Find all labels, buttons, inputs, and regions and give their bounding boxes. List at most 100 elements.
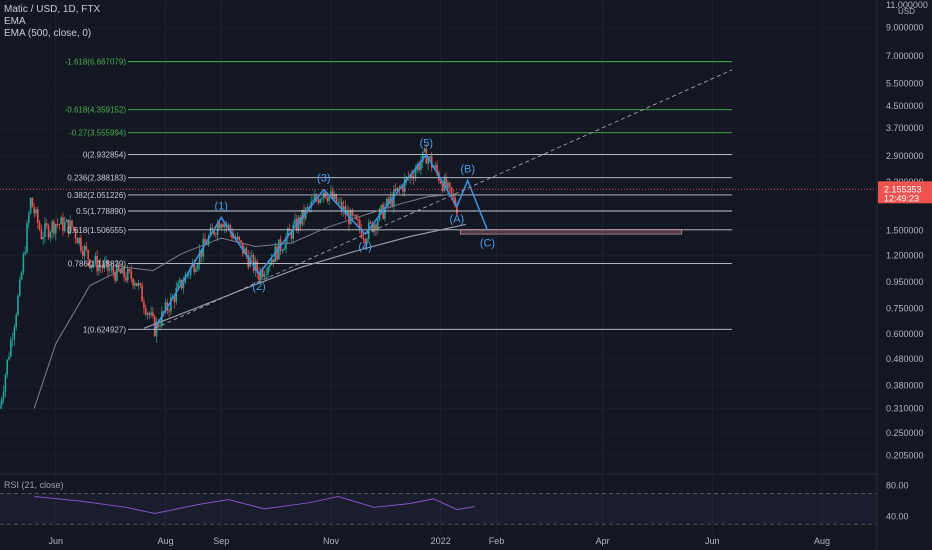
candle-body	[222, 224, 224, 228]
candle-body	[107, 260, 109, 271]
candle-body	[358, 220, 361, 229]
time-tick-label: Aug	[157, 536, 173, 546]
candle-body	[211, 227, 214, 230]
candle-body	[396, 187, 399, 192]
price-unit-label: USD	[898, 7, 915, 16]
candle-body	[439, 180, 442, 184]
time-tick-label: Jun	[49, 536, 64, 546]
candle-body	[371, 222, 374, 232]
candle-body	[40, 229, 43, 239]
time-tick-label: 2022	[431, 536, 451, 546]
candle-body	[290, 231, 293, 239]
candle-body	[342, 206, 345, 212]
candle-body	[420, 162, 422, 171]
price-tick-label: 0.750000	[886, 304, 924, 314]
candle-body	[71, 220, 73, 227]
candle-body	[171, 296, 174, 298]
price-tick-label: 0.250000	[886, 428, 924, 438]
candle-body	[18, 279, 21, 296]
candle-body	[26, 223, 28, 253]
candle-body	[72, 226, 75, 231]
candle-body	[362, 237, 365, 240]
candle-body	[260, 269, 262, 281]
candle-body	[394, 189, 397, 192]
candle-body	[427, 158, 429, 164]
candle-body	[287, 228, 289, 238]
candle-body	[414, 170, 417, 179]
fib-level-label: 0.5(1.778890)	[76, 207, 126, 216]
candle-body	[306, 207, 309, 209]
candle-body	[168, 310, 170, 312]
candle-body	[207, 236, 210, 245]
candle-body	[369, 222, 372, 224]
wave-label: (4)	[358, 241, 371, 253]
candle-body	[281, 250, 284, 252]
candle-body	[245, 248, 248, 256]
candle-body	[20, 272, 23, 280]
candle-body	[24, 252, 26, 255]
candle-body	[188, 274, 190, 276]
candle-body	[258, 272, 260, 281]
candle-body	[454, 197, 456, 207]
candle-body	[270, 259, 273, 265]
candle-body	[276, 246, 278, 260]
candle-body	[63, 222, 66, 232]
candle-body	[62, 217, 64, 232]
candle-body	[35, 209, 37, 214]
candle-body	[421, 151, 424, 163]
candle-body	[265, 273, 268, 275]
candle-body	[445, 177, 447, 189]
price-tick-label: 5.500000	[886, 78, 924, 88]
candle-body	[152, 312, 154, 317]
wave-label: (1)	[215, 200, 228, 212]
candle-body	[8, 356, 10, 360]
candle-body	[27, 213, 30, 224]
candle-body	[321, 198, 323, 200]
wave-label: (2)	[252, 281, 265, 293]
candle-body	[22, 254, 25, 273]
candle-body	[450, 187, 453, 195]
candle-body	[150, 312, 152, 315]
candle-body	[330, 191, 332, 196]
time-tick-label: Nov	[323, 536, 340, 546]
candle-body	[92, 263, 95, 265]
candle-body	[85, 245, 88, 250]
candle-body	[364, 239, 366, 244]
candle-body	[164, 302, 167, 312]
candle-body	[236, 236, 239, 240]
candle-body	[2, 391, 5, 400]
candle-body	[423, 148, 426, 152]
legend-ema-500[interactable]: EMA (500, close, 0)	[4, 28, 92, 39]
rsi-legend[interactable]: RSI (21, close)	[4, 480, 64, 490]
candle-body	[36, 209, 39, 224]
legend-symbol[interactable]: Matic / USD, 1D, FTX	[4, 4, 101, 15]
fib-level-label: 0.786(1.118829)	[68, 259, 126, 268]
candle-body	[119, 270, 122, 274]
candle-body	[108, 269, 111, 271]
fib-level-label: 1(0.624927)	[83, 325, 126, 334]
candle-body	[112, 266, 115, 273]
candle-body	[189, 267, 192, 275]
candle-body	[337, 202, 339, 204]
candle-body	[67, 219, 70, 234]
candle-body	[274, 246, 277, 262]
candle-body	[17, 295, 19, 316]
candle-body	[429, 156, 431, 159]
candle-body	[87, 249, 89, 260]
candle-body	[49, 232, 52, 238]
candle-body	[141, 285, 143, 302]
candle-body	[402, 186, 404, 192]
candle-body	[9, 340, 12, 357]
candle-body	[56, 224, 59, 225]
candle-body	[353, 215, 356, 216]
legend-ema[interactable]: EMA	[4, 16, 26, 27]
candle-body	[80, 237, 82, 251]
candle-body	[294, 218, 296, 225]
candle-body	[117, 264, 120, 271]
wave-label: (5)	[420, 138, 433, 150]
candle-body	[78, 237, 80, 244]
fib-level-label: 0.382(2.051226)	[67, 191, 126, 200]
candle-body	[351, 210, 354, 216]
candle-body	[47, 225, 50, 238]
